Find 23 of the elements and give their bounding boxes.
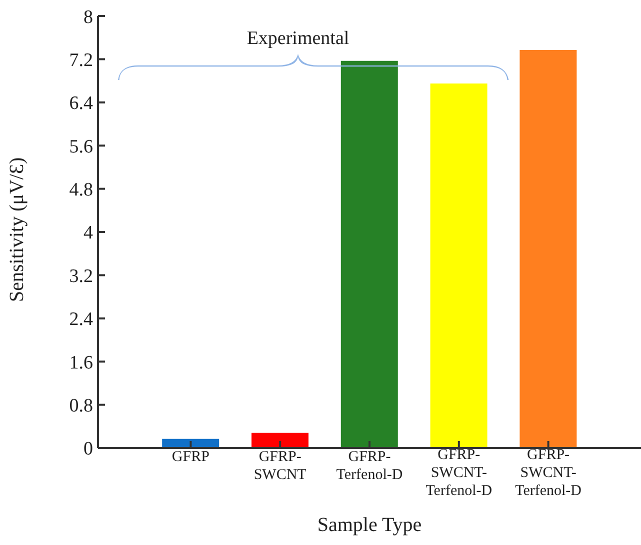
- y-tick-label: 1.6: [69, 352, 93, 374]
- bar: [340, 60, 398, 448]
- x-tick-label: GFRP-SWCNT-Terfenol-D: [515, 447, 582, 499]
- y-tick-label: 5.6: [69, 136, 93, 158]
- y-tick-label: 7.2: [69, 50, 93, 71]
- y-tick-label: 8: [84, 6, 93, 28]
- bar: [430, 84, 488, 448]
- y-tick-label: 4.8: [69, 180, 93, 201]
- y-axis-title: Sensitivity (μV/Ɛ): [6, 157, 28, 302]
- y-tick-label: 2.4: [69, 309, 94, 330]
- x-tick-label: GFRP-SWCNT: [254, 449, 306, 483]
- x-axis-title: Sample Type: [317, 514, 422, 536]
- y-tick-label: 0.8: [69, 396, 93, 417]
- y-tick-label: 0: [84, 438, 93, 460]
- x-tick-label: GFRP: [172, 449, 210, 465]
- bar: [520, 50, 577, 448]
- annotation: Experimental: [246, 28, 350, 49]
- y-tick-label: 3.2: [69, 266, 93, 287]
- x-tick-label: GFRP-SWCNT-Terfenol-D: [426, 447, 492, 499]
- y-tick-label: 6.4: [69, 93, 94, 114]
- bar: [251, 432, 308, 448]
- y-tick-label: 4: [84, 222, 94, 244]
- x-tick-label: GFRP-Terfenol-D: [336, 449, 403, 483]
